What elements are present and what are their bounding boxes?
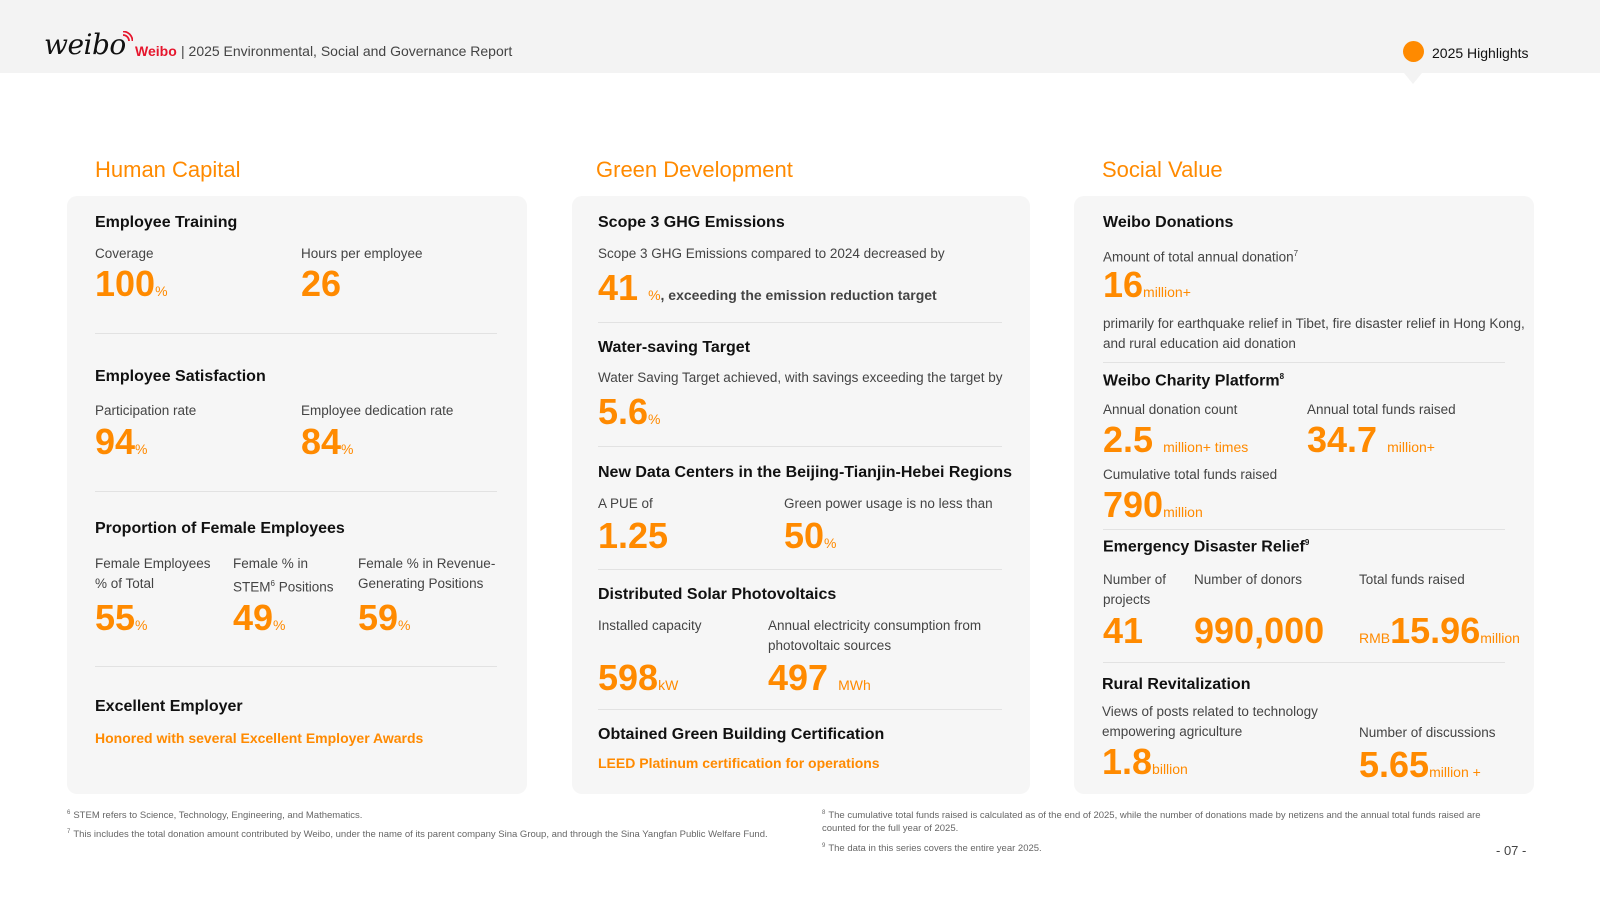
cumulative-funds-label: Cumulative total funds raised xyxy=(1103,467,1278,482)
solar-consumption-label: Annual electricity consumption from phot… xyxy=(768,618,982,653)
water-saving-heading: Water-saving Target xyxy=(598,339,751,356)
water-saving-value: 5.6% xyxy=(598,391,661,432)
participation-value: 94% xyxy=(95,421,148,462)
weibo-donations-heading: Weibo Donations xyxy=(1103,214,1234,231)
divider xyxy=(1103,362,1505,363)
divider xyxy=(598,569,1002,570)
page-number: - 07 - xyxy=(1496,843,1527,858)
scope3-text: Scope 3 GHG Emissions compared to 2024 d… xyxy=(598,246,945,261)
solar-heading: Distributed Solar Photovoltaics xyxy=(598,586,837,603)
green-building-heading: Obtained Green Building Certification xyxy=(598,726,885,743)
footnote-6: 6 STEM refers to Science, Technology, Eng… xyxy=(67,810,363,822)
highlights-caret-icon xyxy=(1404,73,1422,84)
solar-consumption-value: 497 MWh xyxy=(768,657,871,698)
pue-value: 1.25 xyxy=(598,515,669,556)
report-title: | 2025 Environmental, Social and Governa… xyxy=(181,43,513,59)
female-total-label: Female Employees % of Total xyxy=(95,556,211,591)
cumulative-funds-value: 790million xyxy=(1103,484,1203,525)
social-value-card: Weibo Donations Amount of total annual d… xyxy=(1074,196,1534,794)
weibo-signal-icon xyxy=(122,31,133,42)
annual-funds-label: Annual total funds raised xyxy=(1307,402,1456,417)
data-centers-heading: New Data Centers in the Beijing-Tianjin-… xyxy=(598,464,1012,481)
hours-label: Hours per employee xyxy=(301,246,423,261)
highlights-dot-icon xyxy=(1403,41,1424,62)
brand-name: Weibo xyxy=(135,43,177,59)
female-revenue-value: 59% xyxy=(358,597,411,638)
divider xyxy=(95,333,497,334)
rural-revitalization-heading: Rural Revitalization xyxy=(1102,676,1251,693)
projects-value: 41 xyxy=(1103,610,1144,651)
divider xyxy=(598,446,1002,447)
dedication-value: 84% xyxy=(301,421,354,462)
donors-label: Number of donors xyxy=(1194,572,1303,587)
divider xyxy=(95,491,497,492)
divider xyxy=(95,666,497,667)
annual-donation-label: Amount of total annual donation7 xyxy=(1103,249,1299,265)
discussions-value: 5.65million + xyxy=(1359,744,1481,785)
green-development-title: Green Development xyxy=(596,157,793,182)
employee-satisfaction-heading: Employee Satisfaction xyxy=(95,368,266,385)
excellent-employer-heading: Excellent Employer xyxy=(95,698,243,715)
green-building-text: LEED Platinum certification for operatio… xyxy=(598,755,880,771)
scope3-value: 41 %, exceeding the emission reduction t… xyxy=(598,267,937,308)
green-power-value: 50% xyxy=(784,515,837,556)
employee-training-heading: Employee Training xyxy=(95,214,238,231)
footnote-8: 8 The cumulative total funds raised is ca… xyxy=(822,810,1481,835)
annual-funds-value: 34.7 million+ xyxy=(1307,419,1435,460)
divider xyxy=(1103,662,1505,663)
participation-label: Participation rate xyxy=(95,403,197,418)
solar-capacity-label: Installed capacity xyxy=(598,618,702,633)
emergency-funds-value: RMB15.96million xyxy=(1359,610,1520,651)
highlights-label: 2025 Highlights xyxy=(1432,45,1529,61)
human-capital-title: Human Capital xyxy=(95,157,241,182)
weibo-logo: weibo xyxy=(44,28,126,61)
female-employees-heading: Proportion of Female Employees xyxy=(95,520,345,537)
tech-views-value: 1.8billion xyxy=(1102,741,1188,782)
tech-views-label: Views of posts related to technology emp… xyxy=(1102,704,1318,739)
header-bar xyxy=(0,0,1600,73)
emergency-funds-label: Total funds raised xyxy=(1359,572,1465,587)
hours-value: 26 xyxy=(301,263,342,304)
green-power-label: Green power usage is no less than xyxy=(784,496,993,511)
emergency-relief-heading: Emergency Disaster Relief9 xyxy=(1103,538,1310,556)
charity-platform-heading: Weibo Charity Platform8 xyxy=(1103,372,1285,390)
divider xyxy=(598,709,1002,710)
solar-capacity-value: 598kW xyxy=(598,657,679,698)
footnote-9: 9 The data in this series covers the enti… xyxy=(822,843,1042,855)
green-development-card: Scope 3 GHG Emissions Scope 3 GHG Emissi… xyxy=(572,196,1030,794)
coverage-value: 100% xyxy=(95,263,168,304)
excellent-employer-text: Honored with several Excellent Employer … xyxy=(95,730,424,746)
donation-purpose-text: primarily for earthquake relief in Tibet… xyxy=(1103,316,1525,351)
female-total-value: 55% xyxy=(95,597,148,638)
human-capital-card: Employee Training Coverage 100% Hours pe… xyxy=(67,196,527,794)
footnote-7: 7 This includes the total donation amount… xyxy=(67,829,768,841)
annual-donation-value: 16million+ xyxy=(1103,264,1191,305)
divider xyxy=(598,322,1002,323)
projects-label: Number of projects xyxy=(1103,572,1167,607)
social-value-title: Social Value xyxy=(1102,157,1223,182)
coverage-label: Coverage xyxy=(95,246,154,261)
water-saving-text: Water Saving Target achieved, with savin… xyxy=(598,370,1003,385)
female-stem-label: Female % in STEM6 Positions xyxy=(233,556,334,595)
donors-value: 990,000 xyxy=(1194,610,1325,651)
donation-count-label: Annual donation count xyxy=(1103,402,1238,417)
divider xyxy=(1103,529,1505,530)
dedication-label: Employee dedication rate xyxy=(301,403,454,418)
scope3-heading: Scope 3 GHG Emissions xyxy=(598,214,785,231)
discussions-label: Number of discussions xyxy=(1359,725,1496,740)
pue-label: A PUE of xyxy=(598,496,653,511)
female-revenue-label: Female % in Revenue-Generating Positions xyxy=(358,556,496,591)
donation-count-value: 2.5 million+ times xyxy=(1103,419,1249,460)
female-stem-value: 49% xyxy=(233,597,286,638)
